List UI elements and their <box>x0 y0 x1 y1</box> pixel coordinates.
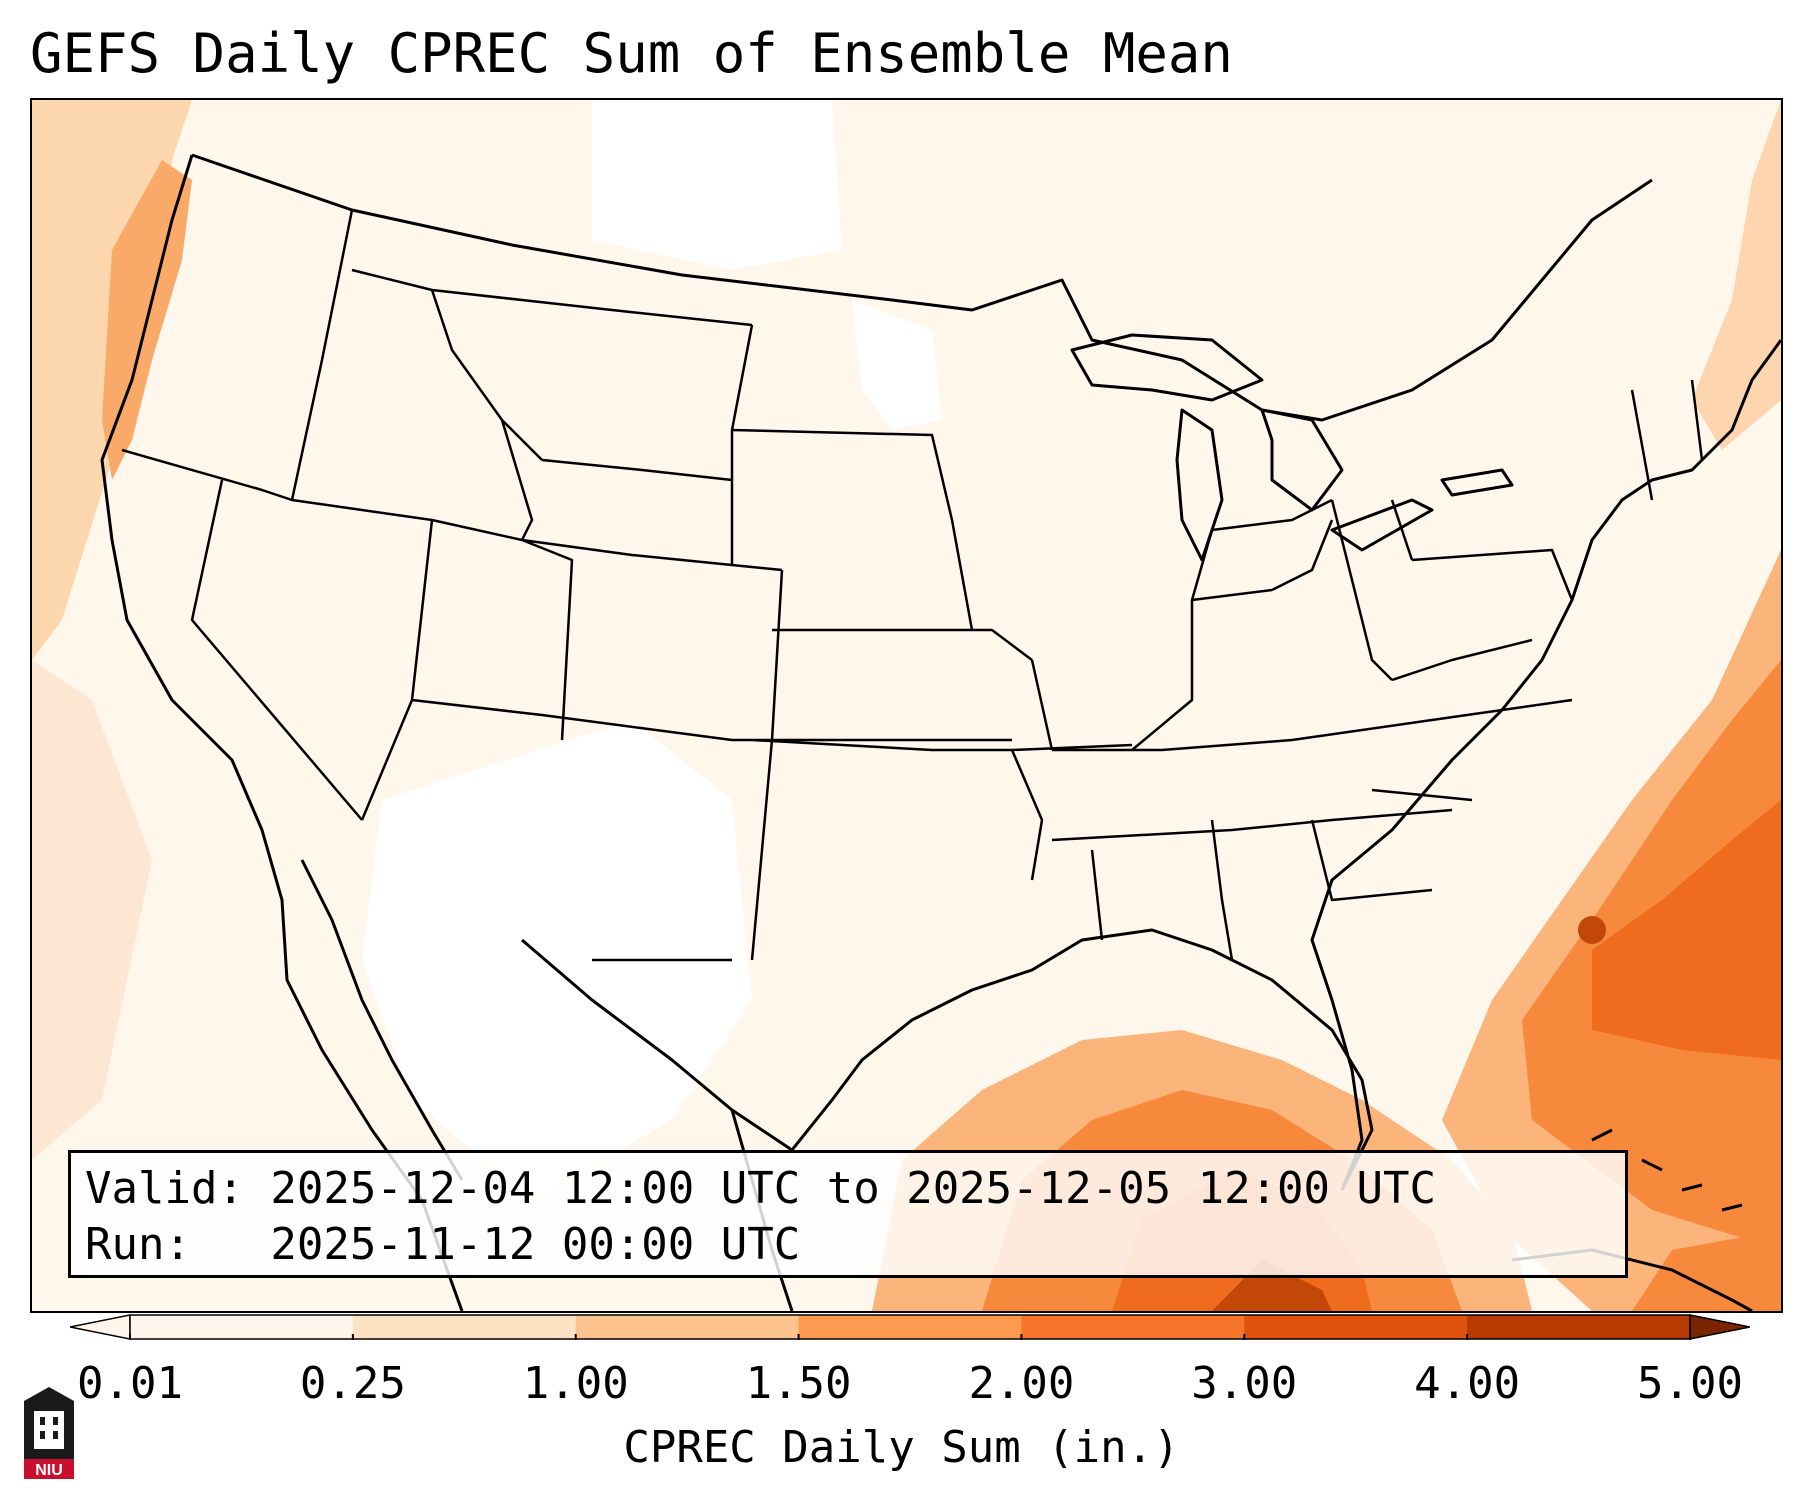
colorbar-over-arrow <box>1689 1314 1750 1340</box>
gulf-coastline <box>521 928 1374 1191</box>
colorbar-tick-label: 3.00 <box>1191 1358 1298 1409</box>
colorbar-tick-label: 0.01 <box>77 1358 183 1409</box>
boundaries <box>100 153 1781 1311</box>
lake-ontario <box>1440 468 1514 497</box>
bahamas <box>1591 1128 1743 1212</box>
colorbar-tick-label: 1.00 <box>522 1358 629 1409</box>
colorbar-segment <box>1467 1315 1691 1339</box>
colorbar-ticks <box>129 1334 1691 1340</box>
colorbar-under-arrow <box>70 1314 131 1340</box>
colorbar-label: CPREC Daily Sum (in.) <box>623 1422 1180 1473</box>
colorbar-segment <box>1244 1315 1468 1339</box>
lake-michigan <box>1175 408 1224 562</box>
colorbar-tick-label: 2.00 <box>968 1358 1075 1409</box>
precip-shading <box>32 100 1781 1311</box>
state-lines <box>121 209 1704 962</box>
validity-info-box: Valid: 2025-12-04 12:00 UTC to 2025-12-0… <box>68 1150 1628 1278</box>
atlantic-coastline <box>1310 339 1781 1191</box>
colorbar-tick-label: 0.25 <box>299 1358 406 1409</box>
map-title: GEFS Daily CPREC Sum of Ensemble Mean <box>30 22 1233 85</box>
map-panel: Valid: 2025-12-04 12:00 UTC to 2025-12-0… <box>30 98 1783 1313</box>
colorbar-tick-label: 1.50 <box>745 1358 852 1409</box>
niu-logo: NIU <box>24 1387 74 1479</box>
valid-time: Valid: 2025-12-04 12:00 UTC to 2025-12-0… <box>85 1163 1437 1214</box>
precip-map <box>32 100 1781 1311</box>
colorbar-tick-label: 5.00 <box>1637 1358 1743 1409</box>
colorbar <box>70 1314 1750 1340</box>
baja-coastline <box>300 859 464 1181</box>
colorbar-segments <box>70 1314 1750 1340</box>
colorbar-outline <box>129 1314 1691 1340</box>
colorbar-segment <box>798 1315 1022 1339</box>
niu-logo-text: NIU <box>35 1462 63 1479</box>
pacific-coastline <box>100 154 464 1311</box>
run-time: Run: 2025-11-12 00:00 UTC <box>85 1219 801 1270</box>
colorbar-tick-label: 4.00 <box>1414 1358 1521 1409</box>
colorbar-segment <box>575 1315 800 1339</box>
lake-erie <box>1330 498 1434 552</box>
colorbar-segment <box>1021 1315 1245 1339</box>
lake-superior <box>1070 333 1264 402</box>
lake-huron <box>1260 408 1344 512</box>
colorbar-segment <box>130 1315 354 1339</box>
colorbar-segment <box>352 1315 577 1339</box>
us-canada-border <box>191 153 1653 422</box>
